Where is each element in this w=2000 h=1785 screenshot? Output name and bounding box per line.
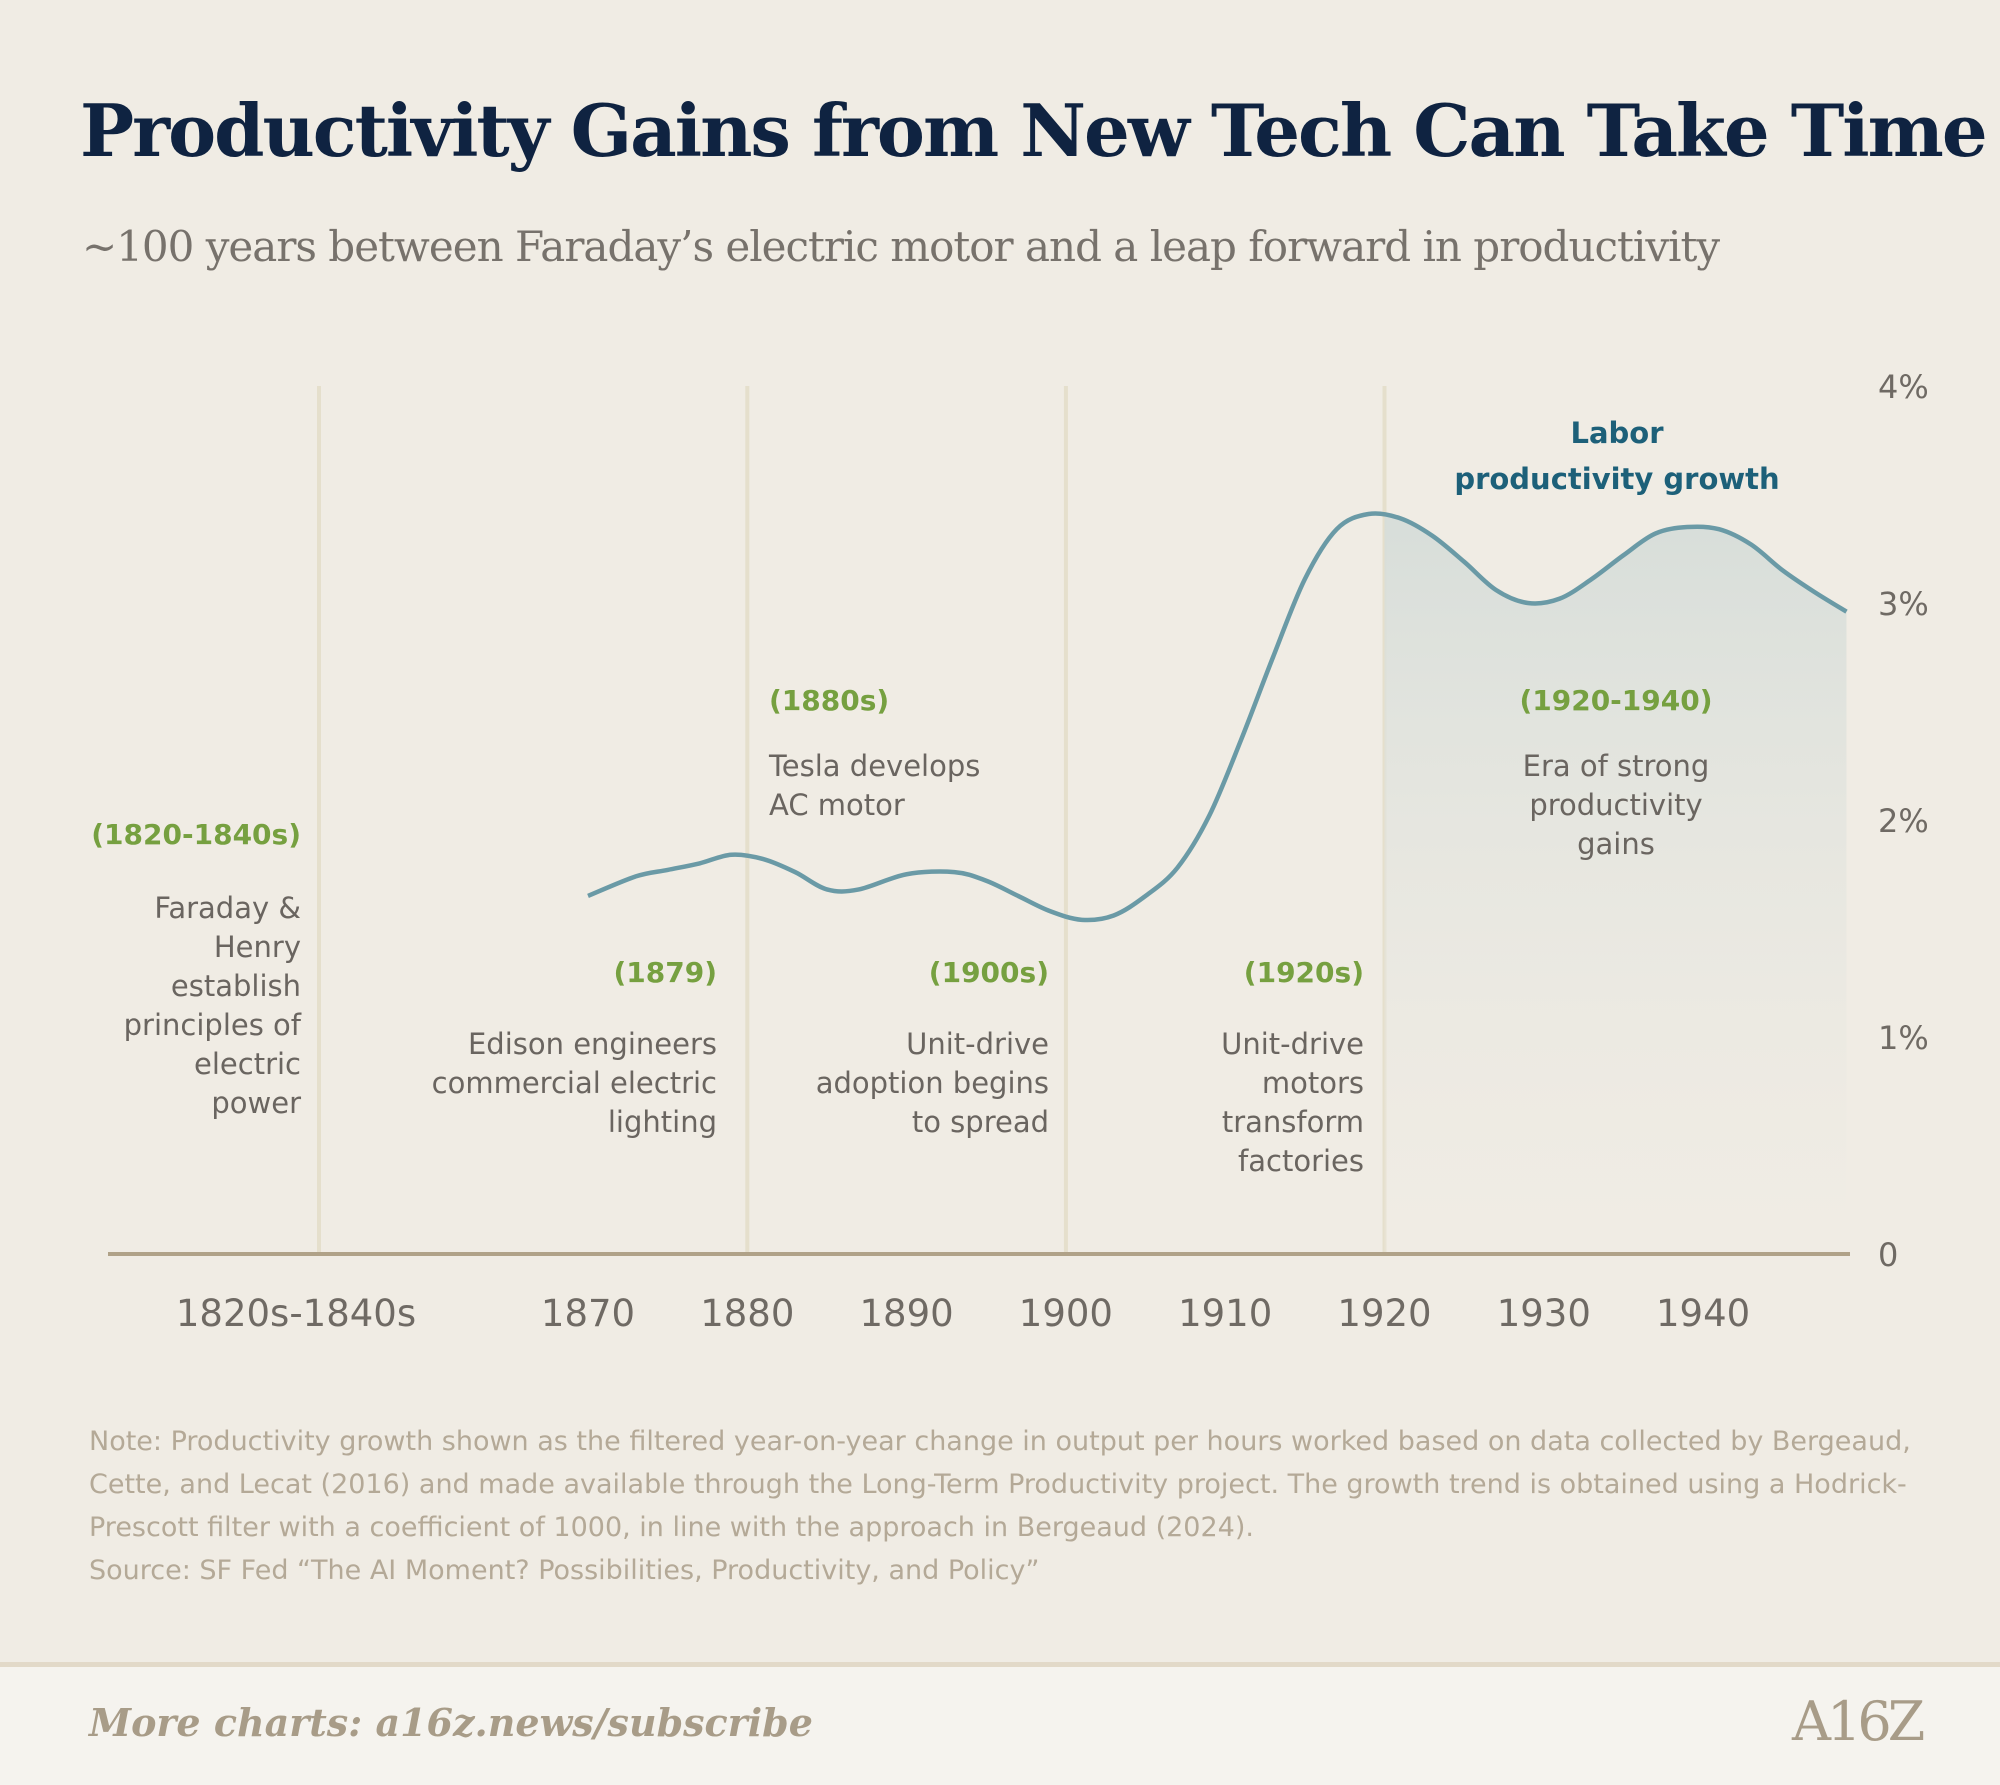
chart-title: Productivity Gains from New Tech Can Tak…: [80, 88, 1988, 173]
annotation-line: transform: [1221, 1105, 1364, 1139]
annotation-1880s: (1880s) Tesla develops AC motor: [769, 684, 980, 825]
annotation-line: Faraday &: [154, 891, 301, 925]
y-tick-label: 1%: [1878, 1019, 1929, 1057]
annotation-line: adoption begins: [815, 1066, 1049, 1100]
annotation-line: lighting: [607, 1105, 717, 1139]
annotation-line: productivity: [1529, 788, 1703, 822]
series-label: Labor productivity growth: [1417, 410, 1817, 502]
annotation-line: Henry: [213, 930, 301, 964]
annotation-line: Edison engineers: [467, 1027, 717, 1061]
annotation-line: AC motor: [769, 788, 905, 822]
series-line-labor-productivity: [587, 511, 1848, 923]
annotation-line: establish: [170, 969, 301, 1003]
subscribe-link[interactable]: More charts: a16z.news/subscribe: [89, 1700, 813, 1745]
x-tick-label: 1940: [1656, 1292, 1751, 1335]
annotation-tag: (1900s): [928, 956, 1049, 989]
x-tick-label: 1880: [700, 1292, 795, 1335]
annotation-line: factories: [1238, 1144, 1364, 1178]
note-text: Note: Productivity growth shown as the f…: [89, 1426, 1911, 1543]
chart-subtitle: ~100 years between Faraday’s electric mo…: [82, 222, 1720, 271]
annotation-body: Edison engineers commercial electric lig…: [432, 1025, 717, 1142]
annotation-tag: (1920s): [1243, 956, 1364, 989]
x-tick-label: 1900: [1018, 1292, 1113, 1335]
annotation-line: to spread: [911, 1105, 1049, 1139]
annotation-line: commercial electric: [431, 1066, 717, 1100]
annotation-line: Era of strong: [1522, 749, 1710, 783]
annotation-line: Unit-drive: [906, 1027, 1049, 1061]
annotation-1900s: (1900s) Unit-drive adoption begins to sp…: [816, 956, 1049, 1142]
series-label-line: productivity growth: [1454, 462, 1780, 496]
annotation-1820-1840s: (1820-1840s) Faraday & Henry establish p…: [91, 818, 301, 1123]
annotation-body: Tesla develops AC motor: [769, 747, 980, 825]
series-label-line: Labor: [1570, 416, 1664, 450]
annotation-tag: (1880s): [769, 684, 890, 717]
x-tick-label: 1890: [859, 1292, 954, 1335]
y-tick-label: 0: [1878, 1236, 1899, 1274]
annotation-line: principles of: [123, 1008, 301, 1042]
footnote: Note: Productivity growth shown as the f…: [89, 1420, 1919, 1592]
annotation-line: gains: [1577, 827, 1655, 861]
annotation-1879: (1879) Edison engineers commercial elect…: [432, 956, 717, 1142]
annotation-line: power: [211, 1086, 301, 1120]
y-tick-label: 4%: [1878, 368, 1929, 406]
annotation-body: Unit-drive adoption begins to spread: [816, 1025, 1049, 1142]
annotation-body: Faraday & Henry establish principles of …: [91, 889, 301, 1123]
source-text: Source: SF Fed “The AI Moment? Possibili…: [89, 1555, 1040, 1586]
annotation-line: electric: [194, 1047, 301, 1081]
shaded-area-1920-1940: [1384, 516, 1847, 1254]
annotation-1920-1940: (1920-1940) Era of strong productivity g…: [1416, 684, 1816, 864]
x-tick-label-1820s-1840s: 1820s-1840s: [175, 1292, 417, 1335]
annotation-line: Tesla develops: [769, 749, 981, 783]
annotation-tag: (1920-1940): [1519, 684, 1713, 717]
annotation-tag: (1820-1840s): [91, 818, 301, 851]
annotation-line: Unit-drive: [1221, 1027, 1364, 1061]
a16z-logo: A16Z: [1792, 1690, 1925, 1753]
annotation-tag: (1879): [613, 956, 717, 989]
x-tick-label: 1930: [1496, 1292, 1591, 1335]
y-tick-label: 2%: [1878, 802, 1929, 840]
x-tick-label: 1870: [540, 1292, 636, 1335]
annotation-body: Era of strong productivity gains: [1416, 747, 1816, 864]
x-tick-label: 1920: [1337, 1292, 1432, 1335]
annotation-line: motors: [1261, 1066, 1364, 1100]
footer-bar: [0, 1662, 2000, 1785]
x-tick-label: 1910: [1178, 1292, 1273, 1335]
annotation-1920s: (1920s) Unit-drive motors transform fact…: [1221, 956, 1364, 1181]
y-tick-label: 3%: [1878, 585, 1929, 623]
annotation-body: Unit-drive motors transform factories: [1221, 1025, 1364, 1181]
